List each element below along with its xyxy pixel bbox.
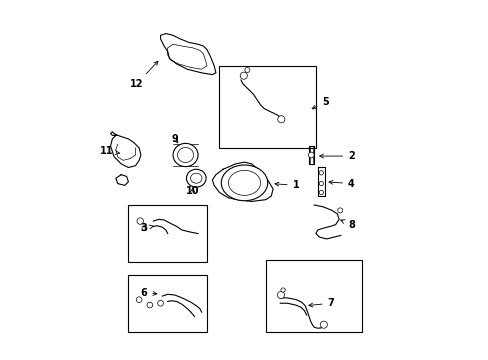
Ellipse shape	[173, 143, 198, 167]
Text: 2: 2	[319, 151, 354, 161]
Circle shape	[277, 292, 284, 298]
Bar	[128, 275, 206, 332]
Circle shape	[136, 297, 142, 302]
Ellipse shape	[190, 173, 202, 183]
Text: 8: 8	[340, 220, 354, 230]
Circle shape	[142, 226, 147, 231]
Text: 6: 6	[140, 288, 157, 297]
Circle shape	[244, 67, 249, 72]
Ellipse shape	[177, 148, 193, 162]
Text: 7: 7	[308, 298, 334, 308]
Circle shape	[137, 218, 143, 224]
Bar	[219, 66, 315, 148]
Circle shape	[319, 171, 323, 175]
Text: 10: 10	[185, 186, 199, 196]
Circle shape	[281, 288, 285, 292]
Ellipse shape	[221, 165, 267, 201]
Text: 11: 11	[100, 147, 119, 157]
Circle shape	[308, 152, 313, 158]
Circle shape	[320, 321, 326, 328]
Circle shape	[147, 302, 152, 308]
Circle shape	[157, 300, 163, 306]
Circle shape	[319, 181, 323, 186]
Circle shape	[319, 190, 323, 195]
Text: 5: 5	[311, 97, 328, 109]
Text: 1: 1	[274, 180, 299, 190]
Text: 9: 9	[171, 134, 178, 144]
Ellipse shape	[186, 169, 205, 187]
Text: 12: 12	[130, 61, 158, 89]
Text: 3: 3	[140, 223, 153, 233]
Text: 4: 4	[328, 179, 354, 189]
Circle shape	[337, 208, 342, 213]
Bar	[265, 260, 362, 332]
Circle shape	[240, 72, 247, 79]
Circle shape	[277, 116, 285, 123]
Bar	[128, 205, 206, 262]
Ellipse shape	[228, 170, 260, 195]
